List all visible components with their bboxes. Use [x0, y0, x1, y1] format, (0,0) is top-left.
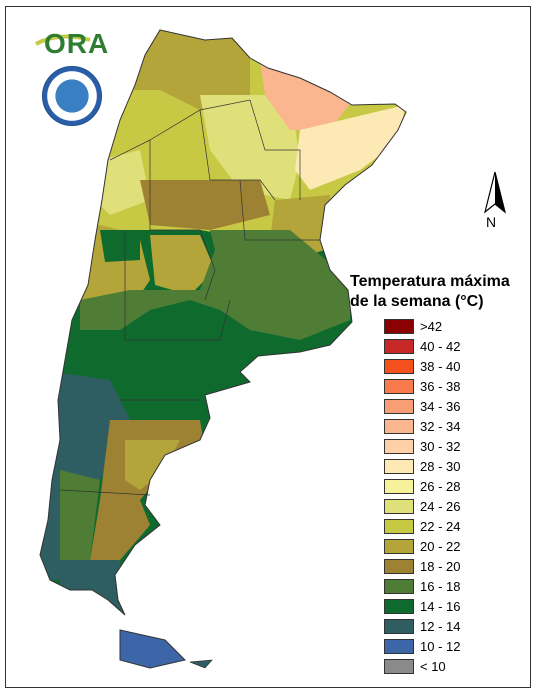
legend-title-line1: Temperatura máxima: [350, 273, 510, 290]
legend-item: 22 - 24: [384, 518, 460, 534]
legend-swatch: [384, 338, 414, 354]
legend-swatch: [384, 438, 414, 454]
legend-label: 32 - 34: [420, 418, 461, 434]
legend-swatch: [384, 398, 414, 414]
legend-item: 26 - 28: [384, 478, 460, 494]
smn-seal-icon: [42, 66, 102, 126]
legend-swatch: [384, 518, 414, 534]
legend-label: 18 - 20: [420, 558, 461, 574]
zone-16-18-pampas: [80, 230, 350, 340]
legend-item: < 10: [384, 658, 446, 674]
legend-label: 36 - 38: [420, 378, 461, 394]
north-arrow-icon: [483, 171, 507, 214]
legend-label: 10 - 12: [420, 638, 461, 654]
legend-swatch: [384, 618, 414, 634]
zone-24-26-west: [95, 150, 150, 215]
legend-item: 32 - 34: [384, 418, 460, 434]
legend-item: 36 - 38: [384, 378, 460, 394]
legend-label: 38 - 40: [420, 358, 461, 374]
zone-28-30: [295, 105, 405, 190]
legend-label: 12 - 14: [420, 618, 461, 634]
legend-item: 28 - 30: [384, 458, 460, 474]
legend-item: 38 - 40: [384, 358, 460, 374]
legend-item: 16 - 18: [384, 578, 460, 594]
ora-logo: ORA: [44, 28, 110, 59]
legend-swatch: [384, 378, 414, 394]
province-boundaries: [39, 29, 407, 616]
north-label: N: [486, 214, 497, 230]
logo-swoosh-icon: [35, 34, 91, 46]
legend-item: 14 - 16: [384, 598, 460, 614]
legend-label: 26 - 28: [420, 478, 461, 494]
legend-title-line2: de la semana (°C): [350, 293, 484, 310]
legend-label: 22 - 24: [420, 518, 461, 534]
legend-label: 14 - 16: [420, 598, 461, 614]
legend-label: 20 - 22: [420, 538, 461, 554]
legend-item: 30 - 32: [384, 438, 460, 454]
zone-14-16-andes: [100, 230, 140, 262]
legend-label: 28 - 30: [420, 458, 461, 474]
legend-label: 24 - 26: [420, 498, 461, 514]
legend-label: 34 - 36: [420, 398, 461, 414]
legend-title: Temperatura máxima de la semana (°C): [350, 272, 538, 312]
tierra-del-fuego: [119, 629, 186, 669]
zone-20-22-patagonia: [125, 440, 180, 490]
legend-item: 18 - 20: [384, 558, 460, 574]
legend-swatch: [384, 598, 414, 614]
zone-18-20-center: [140, 180, 270, 230]
legend-item: >42: [384, 318, 442, 334]
isla-de-los-estados: [189, 659, 213, 669]
legend-item: 12 - 14: [384, 618, 460, 634]
legend-label: < 10: [420, 658, 446, 674]
legend-swatch: [384, 358, 414, 374]
legend-item: 40 - 42: [384, 338, 460, 354]
legend-label: 16 - 18: [420, 578, 461, 594]
legend-swatch: [384, 458, 414, 474]
legend-item: 10 - 12: [384, 638, 460, 654]
legend-swatch: [384, 638, 414, 654]
legend-swatch: [384, 418, 414, 434]
legend-swatch: [384, 478, 414, 494]
legend-swatch: [384, 658, 414, 674]
legend-label: 40 - 42: [420, 338, 461, 354]
legend-item: 34 - 36: [384, 398, 460, 414]
legend-swatch: [384, 558, 414, 574]
legend-swatch: [384, 318, 414, 334]
zone-16-18-south: [60, 470, 100, 570]
zone-24-26: [200, 95, 300, 200]
legend-swatch: [384, 498, 414, 514]
legend-label: 30 - 32: [420, 438, 461, 454]
legend-item: 20 - 22: [384, 538, 460, 554]
legend-swatch: [384, 578, 414, 594]
zone-20-22-sanluis: [150, 235, 215, 295]
zone-32-34: [260, 60, 360, 130]
legend-label: >42: [420, 318, 443, 334]
legend-swatch: [384, 538, 414, 554]
legend-item: 24 - 26: [384, 498, 460, 514]
